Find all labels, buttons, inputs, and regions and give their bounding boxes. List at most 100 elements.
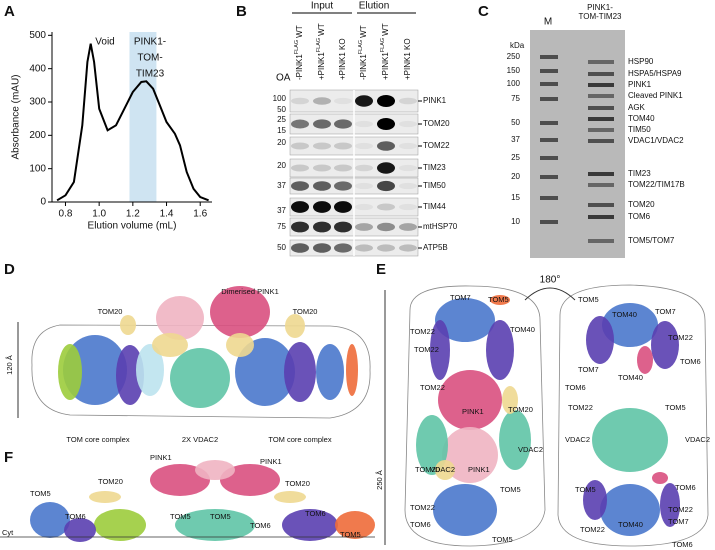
structure-label: TOM22	[414, 345, 439, 354]
density-blob	[285, 314, 305, 338]
density-blob	[502, 386, 518, 414]
y-axis-label: Absorbance (mAU)	[11, 74, 22, 159]
blot-band	[291, 142, 309, 150]
annotation: TOM-	[137, 53, 162, 64]
marker-band	[540, 156, 558, 160]
density-blob	[58, 344, 82, 400]
structure-label: TOM22	[568, 403, 593, 412]
annotation: PINK1-	[134, 37, 166, 48]
structure-label: TOM40	[618, 520, 643, 529]
density-blob	[652, 472, 668, 484]
blot-band	[355, 164, 373, 172]
sample-band	[588, 172, 614, 176]
blot-band	[399, 244, 417, 252]
structure-label: 2X VDAC2	[182, 435, 218, 444]
rotation-arrow	[524, 287, 576, 301]
structure-label: 120 Å	[5, 355, 14, 375]
blot-band	[377, 222, 395, 232]
lane-label: +PINK1FLAG WT	[316, 23, 326, 80]
lane-name: PINK1 KO	[403, 38, 412, 75]
x-tick-label: 1.2	[126, 209, 140, 220]
blot-band	[291, 243, 309, 253]
density-blob	[486, 320, 514, 380]
x-tick-label: 1.6	[193, 209, 207, 220]
y-tick-label: 100	[29, 163, 46, 174]
rotation-label: 180°	[540, 275, 561, 286]
marker-label: 75	[511, 94, 520, 103]
blot-band	[334, 119, 352, 129]
density-blob	[586, 316, 614, 364]
structure-label: TOM5	[575, 485, 596, 494]
x-tick-label: 1.0	[92, 209, 106, 220]
structure-label: TOM22	[668, 333, 693, 342]
lane-label: -PINK1FLAG WT	[294, 25, 304, 80]
protein-label: HSP90	[628, 57, 654, 66]
structure-label: PINK1	[260, 457, 282, 466]
detergent-outline	[557, 284, 709, 547]
lane-label: +PINK1 KO	[338, 38, 347, 80]
blot-band	[334, 142, 352, 150]
density-blob	[235, 338, 295, 406]
oa-sign: +	[381, 75, 390, 80]
sample-band	[588, 72, 614, 76]
lane-sup: FLAG	[358, 40, 364, 54]
protein-label: PINK1	[628, 80, 652, 89]
density-blob	[416, 415, 448, 475]
marker-label: 20	[511, 172, 520, 181]
structure-label: TOM20	[293, 307, 318, 316]
blot-band	[355, 142, 373, 150]
blot-band	[313, 243, 331, 253]
protein-label: AGK	[628, 103, 646, 112]
density-blob	[120, 315, 136, 335]
density-blob	[175, 509, 255, 541]
structure-label: TOM6	[672, 540, 693, 549]
blot-band	[334, 221, 352, 233]
lane-name: PINK1	[381, 52, 390, 76]
structure-label: TOM6	[250, 521, 271, 530]
marker-label: 15	[277, 126, 286, 135]
protein-label: TOM40	[628, 114, 655, 123]
oa-sign: -	[295, 77, 304, 80]
marker-label: 37	[511, 135, 520, 144]
marker-label: 100	[273, 94, 287, 103]
structure-label: TOM6	[680, 357, 701, 366]
marker-label: 37	[277, 206, 286, 215]
density-blob	[600, 484, 660, 536]
structure-label: TOM20	[415, 465, 440, 474]
blot-band	[355, 182, 373, 190]
marker-label: 100	[507, 79, 521, 88]
marker-label: 50	[277, 243, 286, 252]
highlight-band	[129, 32, 157, 202]
marker-label: 15	[511, 193, 520, 202]
blot-band	[313, 221, 331, 233]
structure-label: PINK1	[462, 407, 484, 416]
marker-label: 250	[507, 52, 521, 61]
marker-label: 20	[277, 138, 286, 147]
blot-band	[399, 97, 417, 105]
density-blob	[220, 464, 280, 496]
protein-label: Cleaved PINK1	[628, 91, 683, 100]
oa-sign: +	[403, 75, 412, 80]
density-blob	[116, 345, 144, 405]
structure-label: TOM20	[508, 405, 533, 414]
blot-band	[291, 97, 309, 105]
structure-label: VDAC2	[518, 445, 543, 454]
structure-label: TOM5	[492, 535, 513, 544]
blot-band	[334, 201, 352, 213]
structure-label: PINK1	[468, 465, 490, 474]
blot-band	[313, 201, 331, 213]
sample-band	[588, 106, 614, 110]
lane-tail: WT	[381, 23, 390, 36]
sample-band	[588, 117, 614, 121]
blot-band	[355, 223, 373, 231]
x-tick-label: 0.8	[59, 209, 73, 220]
blot-band	[377, 141, 395, 151]
marker-label: 75	[277, 222, 286, 231]
blot-band	[313, 119, 331, 129]
structure-label: VDAC2	[430, 465, 455, 474]
detergent-outline	[404, 285, 546, 547]
density-blob	[637, 346, 653, 374]
structure-label: TOM5	[500, 485, 521, 494]
lane-label: -PINK1FLAG WT	[358, 25, 368, 80]
blot-band	[291, 201, 309, 213]
